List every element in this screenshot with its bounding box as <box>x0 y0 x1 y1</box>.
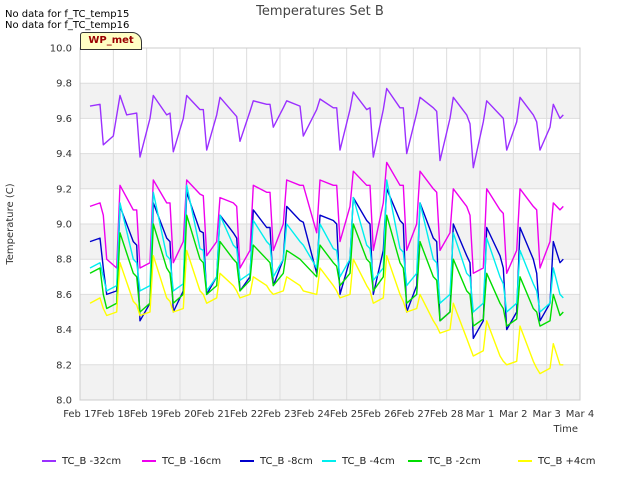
legend-label: TC_B -2cm <box>428 455 481 467</box>
station-badge: WP_met <box>80 32 142 50</box>
legend-item: TC_B -8cm <box>240 452 313 470</box>
legend-label: TC_B +4cm <box>538 455 596 467</box>
plot-area-border <box>79 47 581 401</box>
legend-item: TC_B -2cm <box>408 452 481 470</box>
x-tick-label: Feb 20 <box>163 409 197 420</box>
series-line-4 <box>89 214 564 327</box>
x-tick-label: Feb 18 <box>97 409 131 420</box>
y-tick-label: 9.4 <box>56 149 72 160</box>
grid-band <box>80 364 580 400</box>
series-line-5 <box>89 249 564 375</box>
x-tick-label: Feb 17 <box>63 409 97 420</box>
y-tick-label: 8.4 <box>56 325 72 336</box>
series-line-1 <box>89 161 564 274</box>
y-tick-label: 8.8 <box>56 255 72 266</box>
no-data-note-2: No data for f_TC_temp16 <box>5 20 130 31</box>
x-tick-label: Mar 3 <box>532 409 560 420</box>
y-tick-label: 8.6 <box>56 290 72 301</box>
legend-swatch <box>518 460 532 462</box>
chart-title: Temperatures Set B <box>255 4 384 19</box>
x-tick-label: Feb 25 <box>330 409 364 420</box>
no-data-note-1: No data for f_TC_temp15 <box>5 9 130 20</box>
y-tick-label: 8.0 <box>56 396 72 407</box>
grid-band <box>80 83 580 119</box>
y-tick-label: 10.0 <box>50 44 72 55</box>
x-tick-label: Mar 4 <box>566 409 594 420</box>
legend-label: TC_B -16cm <box>162 455 222 467</box>
grid-band <box>80 294 580 330</box>
x-tick-label: Feb 27 <box>397 409 431 420</box>
legend-item: TC_B -32cm <box>42 452 121 470</box>
legend-item: TC_B -4cm <box>322 452 395 470</box>
legend-label: TC_B -4cm <box>342 455 395 467</box>
series-lines <box>89 87 564 375</box>
legend: TC_B -32cm TC_B -16cm TC_B -8cm TC_B -4cm TC… <box>0 452 640 470</box>
y-tick-label: 9.6 <box>56 114 72 125</box>
series-line-2 <box>89 188 564 340</box>
x-axis-label: Time <box>553 424 578 435</box>
legend-swatch <box>142 460 156 462</box>
legend-label: TC_B -8cm <box>260 455 313 467</box>
x-tick-label: Feb 23 <box>263 409 297 420</box>
legend-swatch <box>240 460 254 462</box>
legend-label: TC_B -32cm <box>62 455 122 467</box>
series-line-3 <box>89 179 564 313</box>
legend-item: TC_B +4cm <box>518 452 596 470</box>
grid-band <box>80 153 580 189</box>
series-line-0 <box>89 87 564 169</box>
legend-swatch <box>322 460 336 462</box>
x-tick-labels: Feb 17 Feb 18 Feb 19 Feb 20 Feb 21 Feb 22 Feb … <box>63 409 594 420</box>
x-tick-label: Feb 21 <box>197 409 231 420</box>
legend-swatch <box>42 460 56 462</box>
legend-item: TC_B -16cm <box>142 452 221 470</box>
x-tick-label: Feb 19 <box>130 409 164 420</box>
grid-bands <box>80 83 580 400</box>
x-tick-label: Feb 28 <box>430 409 464 420</box>
y-tick-label: 9.8 <box>56 79 72 90</box>
x-tick-label: Feb 24 <box>297 409 331 420</box>
x-tick-label: Feb 22 <box>230 409 264 420</box>
y-tick-label: 9.2 <box>56 184 72 195</box>
legend-swatch <box>408 460 422 462</box>
y-axis-label: Temperature (C) <box>5 183 16 265</box>
y-tick-label: 8.2 <box>56 360 72 371</box>
y-tick-label: 9.0 <box>56 220 72 231</box>
x-tick-label: Mar 1 <box>466 409 494 420</box>
x-tick-label: Feb 26 <box>363 409 397 420</box>
x-tick-label: Mar 2 <box>499 409 527 420</box>
y-tick-labels: 8.0 8.2 8.4 8.6 8.8 9.0 9.2 9.4 9.6 9.8 10.0 <box>50 44 72 407</box>
